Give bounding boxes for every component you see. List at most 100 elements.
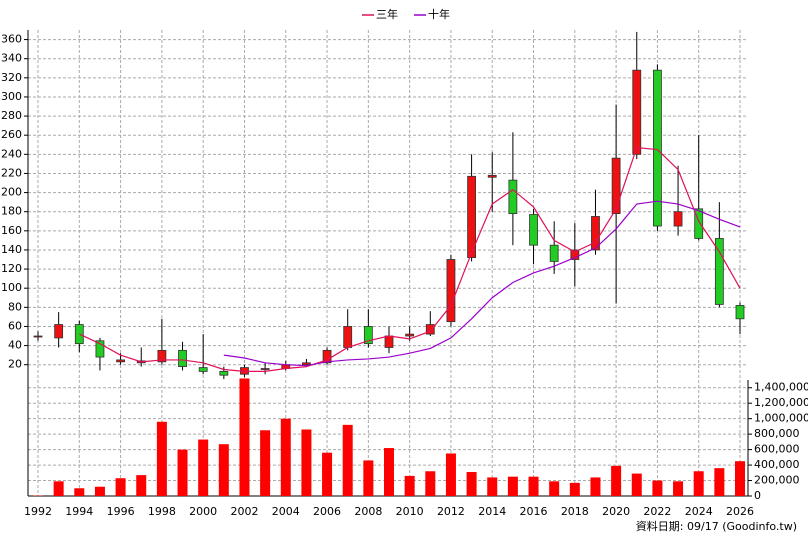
- x-tick-label: 2022: [643, 505, 671, 518]
- y-tick-label: 180: [1, 205, 22, 218]
- y-tick-label: 220: [1, 166, 22, 179]
- candle-body: [54, 324, 64, 339]
- volume-bar: [218, 444, 229, 496]
- volume-bar: [445, 453, 456, 496]
- candle-body: [632, 69, 642, 155]
- volume-bar: [280, 418, 291, 496]
- y2-tick-label: 0: [754, 489, 761, 502]
- y2-tick-label: 600,000: [754, 443, 800, 456]
- y-tick-label: 320: [1, 71, 22, 84]
- y-tick-label: 360: [1, 33, 22, 46]
- volume-bar: [404, 475, 415, 496]
- volume-bar: [177, 449, 188, 496]
- y2-tick-label: 1,200,000: [754, 396, 808, 409]
- volume-bar: [507, 476, 518, 496]
- candle-body: [260, 368, 270, 370]
- candle-body: [694, 208, 704, 239]
- y-tick-label: 160: [1, 224, 22, 237]
- y-tick-label: 20: [8, 358, 22, 371]
- candle-body: [570, 249, 580, 260]
- volume-bar: [693, 471, 704, 496]
- y-tick-label: 200: [1, 186, 22, 199]
- volume-bar: [74, 488, 85, 496]
- x-tick-label: 2002: [230, 505, 258, 518]
- candle-body: [343, 326, 353, 348]
- volume-bar: [115, 478, 126, 496]
- x-tick-label: 2010: [396, 505, 424, 518]
- candle-body: [95, 340, 105, 358]
- volume-bar: [425, 471, 436, 496]
- y-tick-label: 240: [1, 147, 22, 160]
- x-tick-label: 1992: [24, 505, 52, 518]
- volume-bar: [590, 477, 601, 496]
- volume-bar: [735, 461, 745, 496]
- y2-tick-label: 400,000: [754, 458, 800, 471]
- candle-body: [611, 157, 621, 215]
- candle-body: [322, 349, 332, 364]
- y-tick-label: 140: [1, 243, 22, 256]
- volume-bar: [156, 421, 167, 496]
- y-tick-label: 280: [1, 109, 22, 122]
- volume-bar: [714, 468, 725, 496]
- candle-body: [529, 214, 538, 246]
- x-tick-label: 2006: [313, 505, 341, 518]
- volume-bar: [239, 378, 250, 496]
- x-tick-label: 2024: [685, 505, 713, 518]
- y2-tick-label: 1,400,000: [754, 381, 808, 394]
- volume-bar: [301, 429, 312, 496]
- candle-body: [735, 305, 745, 320]
- legend-label: 三年: [376, 7, 398, 21]
- x-tick-label: 2016: [520, 505, 548, 518]
- candle-body: [467, 175, 476, 258]
- y-tick-label: 80: [8, 300, 22, 313]
- y-tick-label: 60: [8, 319, 22, 332]
- candle-body: [714, 238, 724, 305]
- volume-bar: [549, 481, 560, 496]
- volume-bar: [466, 472, 477, 496]
- volume-bar: [363, 460, 374, 496]
- y-tick-label: 340: [1, 52, 22, 65]
- x-tick-label: 2018: [561, 505, 589, 518]
- x-tick-label: 2008: [354, 505, 382, 518]
- ma-line: [79, 146, 741, 372]
- x-tick-label: 1994: [65, 505, 93, 518]
- candle-body: [653, 69, 662, 227]
- y2-tick-label: 1,000,000: [754, 412, 808, 425]
- candle-body: [302, 362, 311, 366]
- y2-tick-label: 800,000: [754, 427, 800, 440]
- candle-body: [446, 259, 456, 323]
- x-tick-label: 2020: [602, 505, 630, 518]
- volume-bar: [53, 481, 64, 496]
- footnote: 資料日期: 09/17 (Goodinfo.tw): [636, 519, 797, 533]
- x-tick-label: 2026: [726, 505, 754, 518]
- x-tick-label: 2012: [437, 505, 465, 518]
- volume-bar: [611, 465, 622, 496]
- volume-bar: [528, 476, 539, 496]
- x-tick-label: 2000: [189, 505, 217, 518]
- candle-body: [116, 359, 125, 363]
- candle-body: [363, 326, 373, 345]
- volume-bar: [322, 452, 333, 496]
- volume-bar: [631, 473, 642, 496]
- y-tick-label: 260: [1, 128, 22, 141]
- candle-body: [198, 367, 208, 372]
- y-tick-label: 300: [1, 90, 22, 103]
- candle-body: [219, 370, 229, 376]
- volume-bar: [136, 475, 147, 496]
- volume-bar: [673, 481, 684, 496]
- volume-bar: [569, 482, 580, 496]
- volume-bar: [198, 439, 209, 496]
- legend-label: 十年: [428, 7, 450, 21]
- y-tick-label: 100: [1, 281, 22, 294]
- candle-body: [591, 216, 600, 251]
- y-tick-label: 120: [1, 262, 22, 275]
- volume-bar: [384, 448, 394, 496]
- volume-bar: [260, 430, 271, 496]
- x-tick-label: 1998: [148, 505, 176, 518]
- ma-line: [223, 200, 741, 367]
- x-tick-label: 2004: [272, 505, 300, 518]
- volume-bar: [342, 424, 353, 496]
- candle-body: [508, 179, 518, 215]
